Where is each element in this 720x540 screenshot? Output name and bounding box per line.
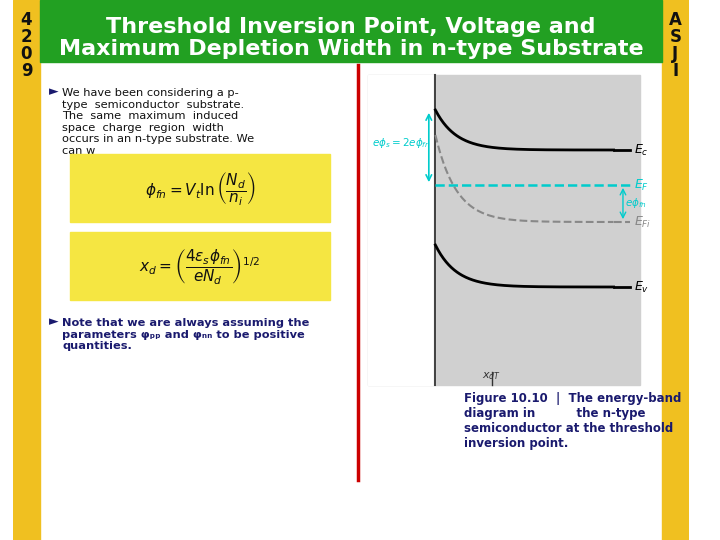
Text: 4: 4 bbox=[21, 11, 32, 29]
Text: I: I bbox=[672, 62, 678, 80]
Bar bbox=[40, 0, 662, 62]
Text: Note that we are always assuming the
parameters φₚₚ and φₙₙ to be positive
quant: Note that we are always assuming the par… bbox=[62, 318, 310, 351]
Bar bbox=[368, 75, 640, 385]
Text: $E_v$: $E_v$ bbox=[634, 280, 649, 294]
Text: $x_d = \left(\dfrac{4\varepsilon_s \phi_{fn}}{e N_d}\right)^{1/2}$: $x_d = \left(\dfrac{4\varepsilon_s \phi_… bbox=[139, 246, 261, 286]
Text: $\phi_{fn} = V_t \ln\left(\dfrac{N_d}{n_i}\right)$: $\phi_{fn} = V_t \ln\left(\dfrac{N_d}{n_… bbox=[145, 170, 256, 206]
Text: $E_F$: $E_F$ bbox=[634, 178, 649, 193]
Bar bbox=[368, 75, 436, 385]
Text: 9: 9 bbox=[21, 62, 32, 80]
Text: 2: 2 bbox=[21, 28, 32, 46]
Text: Figure 10.10  |  The energy-band
diagram in          the n-type
semiconductor at: Figure 10.10 | The energy-band diagram i… bbox=[464, 392, 681, 450]
Text: We have been considering a p-
type  semiconductor  substrate.
The  same  maximum: We have been considering a p- type semic… bbox=[62, 88, 254, 156]
Text: $E_c$: $E_c$ bbox=[634, 143, 649, 158]
Text: S: S bbox=[670, 28, 682, 46]
Text: 0: 0 bbox=[21, 45, 32, 63]
Text: $E_{Fi}$: $E_{Fi}$ bbox=[634, 214, 652, 230]
Text: Maximum Depletion Width in n-type Substrate: Maximum Depletion Width in n-type Substr… bbox=[58, 39, 643, 59]
Text: $e\phi_s = 2e\phi_{fn}$: $e\phi_s = 2e\phi_{fn}$ bbox=[372, 136, 430, 150]
Bar bbox=[70, 232, 330, 300]
Bar bbox=[13, 0, 40, 540]
Text: $e\phi_{fn}$: $e\phi_{fn}$ bbox=[625, 197, 647, 211]
Text: J: J bbox=[672, 45, 678, 63]
Text: ►: ► bbox=[49, 315, 58, 328]
Text: $x_{dT}$: $x_{dT}$ bbox=[482, 370, 501, 382]
Text: ►: ► bbox=[49, 85, 58, 98]
Bar bbox=[70, 154, 330, 222]
Text: Threshold Inversion Point, Voltage and: Threshold Inversion Point, Voltage and bbox=[107, 17, 595, 37]
Bar bbox=[662, 0, 688, 540]
Text: A: A bbox=[669, 11, 682, 29]
